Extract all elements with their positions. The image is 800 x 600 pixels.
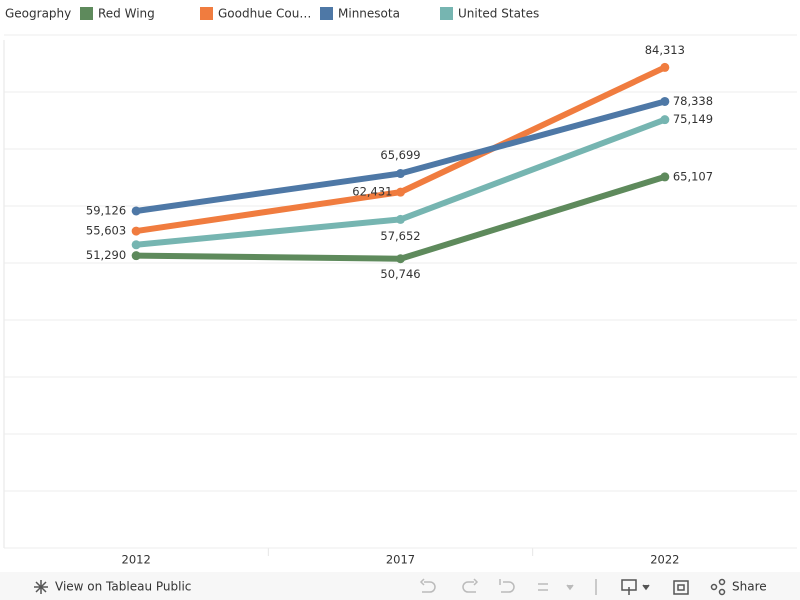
data-point	[660, 62, 670, 72]
x-tick-label: 2012	[122, 553, 151, 567]
share-button[interactable]: Share	[732, 580, 767, 594]
x-tick-label: 2022	[650, 553, 679, 567]
view-link[interactable]: View on Tableau Public	[55, 580, 191, 594]
data-label: 62,431	[352, 185, 392, 199]
data-point	[396, 187, 405, 197]
legend-label: Goodhue Cou…	[218, 7, 311, 21]
x-tick-label: 2017	[386, 553, 415, 567]
data-point	[396, 214, 405, 224]
data-label: 84,313	[645, 43, 685, 57]
legend-label: Red Wing	[98, 7, 155, 21]
data-label: 65,699	[380, 148, 420, 162]
data-point	[660, 96, 670, 106]
data-point	[131, 206, 141, 216]
data-point	[396, 169, 405, 179]
series-line	[135, 116, 666, 248]
legend-swatch	[320, 7, 333, 20]
legend-label: United States	[458, 7, 539, 21]
data-point	[131, 226, 141, 236]
data-point	[131, 240, 141, 250]
data-label: 51,290	[86, 248, 126, 262]
legend-label: Minnesota	[338, 7, 400, 21]
toolbar-buttons[interactable]	[419, 578, 726, 596]
legend-swatch	[440, 7, 453, 20]
data-label: 59,126	[86, 203, 126, 217]
data-point	[396, 254, 405, 264]
data-label: 65,107	[673, 169, 713, 183]
data-label: 57,652	[380, 229, 420, 243]
data-point	[660, 172, 670, 182]
tableau-icon[interactable]	[34, 580, 48, 594]
data-label: 50,746	[380, 267, 420, 281]
data-label: 55,603	[86, 224, 126, 238]
legend-title: Geography	[5, 7, 71, 21]
data-point	[660, 115, 670, 125]
data-point	[131, 251, 141, 261]
data-label: 78,338	[673, 94, 713, 108]
toolbar	[0, 572, 800, 600]
data-label: 75,149	[673, 112, 713, 126]
legend-swatch	[80, 7, 93, 20]
legend-swatch	[200, 7, 213, 20]
